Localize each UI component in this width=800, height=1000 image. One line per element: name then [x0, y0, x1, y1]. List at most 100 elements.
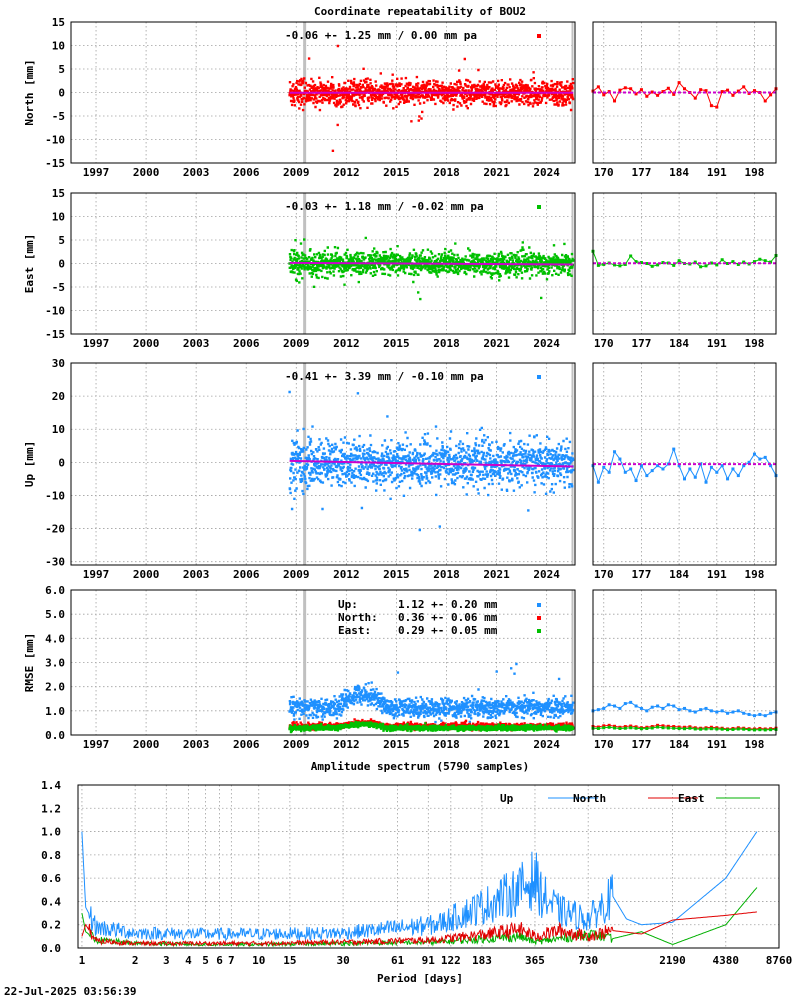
recent-x-tick-label: 191: [707, 738, 727, 751]
recent-point: [742, 85, 746, 89]
y-tick-label: 0: [58, 456, 65, 469]
y-tick-label: 0.0: [45, 729, 65, 742]
recent-series-line: [592, 447, 777, 484]
rmse-recent-point: [709, 709, 713, 713]
panel-north: 1997 2000 2003 2006 2009 2012 2015 2018 2021 2024…: [23, 16, 778, 179]
recent-point: [639, 88, 643, 92]
recent-point: [709, 104, 713, 108]
x-tick-label: 2006: [233, 337, 260, 350]
recent-point: [634, 92, 638, 96]
rmse-legend-marker: [537, 603, 541, 607]
rmse-recent-point: [683, 706, 686, 710]
rmse-recent-point: [769, 711, 773, 715]
recent-point: [661, 467, 665, 471]
spectrum-x-tick-label: 5: [202, 954, 209, 967]
rmse-recent-point: [602, 726, 606, 730]
recent-point: [747, 460, 751, 464]
recent-point: [752, 452, 756, 456]
recent-point: [763, 455, 767, 459]
spectrum-line-north: [81, 911, 757, 947]
recent-point: [634, 260, 638, 264]
recent-point: [704, 89, 708, 93]
spectrum-y-tick-label: 0.4: [41, 895, 61, 908]
recent-x-tick-label: 177: [632, 166, 652, 179]
recent-point: [602, 93, 606, 97]
y-tick-label: 4.0: [45, 632, 65, 645]
rmse-legend-stat: 0.36 +- 0.06 mm: [398, 611, 498, 624]
x-tick-label: 2009: [283, 738, 310, 751]
recent-point: [623, 262, 627, 266]
recent-point: [656, 263, 660, 267]
recent-point: [596, 263, 600, 267]
recent-x-tick-label: 170: [594, 738, 614, 751]
x-tick-label: 2015: [383, 738, 410, 751]
rmse-recent-point: [645, 709, 649, 713]
y-axis-label: Up [mm]: [23, 441, 36, 487]
scatter-points-north: [288, 44, 575, 152]
recent-point: [720, 258, 724, 262]
recent-x-tick-label: 184: [669, 568, 689, 581]
recent-x-tick-label: 191: [707, 337, 727, 350]
recent-point: [699, 88, 703, 92]
rmse-recent-point: [656, 725, 660, 729]
spectrum-y-tick-label: 0.2: [41, 919, 61, 932]
y-tick-label: 10: [52, 211, 65, 224]
rmse-recent-point: [623, 726, 627, 730]
recent-point: [602, 262, 606, 266]
scatter-points-east: [288, 236, 575, 301]
spectrum-y-tick-label: 1.4: [41, 779, 61, 792]
y-tick-label: 10: [52, 40, 65, 53]
rmse-recent-point: [666, 726, 670, 730]
spectrum-y-tick-label: 1.0: [41, 826, 61, 839]
rmse-recent-point: [650, 726, 654, 730]
rmse-recent-point: [634, 704, 638, 708]
rmse-recent-point: [639, 706, 643, 710]
recent-x-tick-label: 198: [745, 568, 765, 581]
recent-point: [623, 470, 627, 474]
rmse-recent-point: [607, 723, 611, 727]
rmse-recent-point: [763, 728, 767, 732]
spectrum-x-tick-label: 91: [422, 954, 436, 967]
y-axis-label: North [mm]: [23, 59, 36, 125]
rmse-recent-point: [650, 705, 654, 709]
x-tick-label: 1997: [83, 166, 110, 179]
recent-point: [720, 90, 724, 94]
recent-point: [650, 90, 654, 94]
recent-point: [645, 94, 649, 98]
rmse-recent-point: [736, 709, 740, 713]
trend-line: [289, 459, 574, 468]
recent-point: [645, 474, 649, 478]
rmse-recent-point: [629, 724, 633, 728]
y-tick-label: -15: [45, 328, 65, 341]
recent-point: [683, 87, 686, 91]
rmse-legend-marker: [537, 629, 541, 633]
rmse-recent-point: [704, 706, 708, 710]
x-tick-label: 2021: [483, 166, 510, 179]
recent-point: [661, 90, 665, 94]
x-tick-label: 2000: [133, 337, 160, 350]
recent-point: [629, 87, 633, 91]
rmse-recent-point: [763, 714, 767, 718]
rmse-legend-name: Up:: [338, 598, 358, 611]
x-tick-label: 2009: [283, 166, 310, 179]
recent-point: [629, 254, 633, 258]
recent-plot-frame: [592, 362, 777, 566]
rmse-recent-point: [596, 726, 600, 730]
x-tick-label: 2018: [433, 166, 460, 179]
rmse-legend-name: North:: [338, 611, 378, 624]
y-tick-label: 0: [58, 87, 65, 100]
panel-east: 1997 2000 2003 2006 2009 2012 2015 2018 2021 2024…: [23, 187, 778, 350]
rmse-recent-point: [769, 728, 773, 732]
rmse-recent-point: [629, 726, 633, 730]
rmse-recent-point: [715, 710, 719, 714]
rmse-recent-point: [742, 711, 746, 715]
main-plot-frame: [70, 192, 576, 335]
spectrum-x-tick-label: 4: [185, 954, 192, 967]
recent-point: [726, 262, 730, 265]
x-tick-label: 2006: [233, 166, 260, 179]
recent-point: [607, 470, 611, 474]
recent-point: [629, 467, 633, 471]
rmse-recent-point: [720, 727, 724, 731]
rmse-recent-point: [709, 727, 713, 731]
y-tick-label: -15: [45, 157, 65, 170]
